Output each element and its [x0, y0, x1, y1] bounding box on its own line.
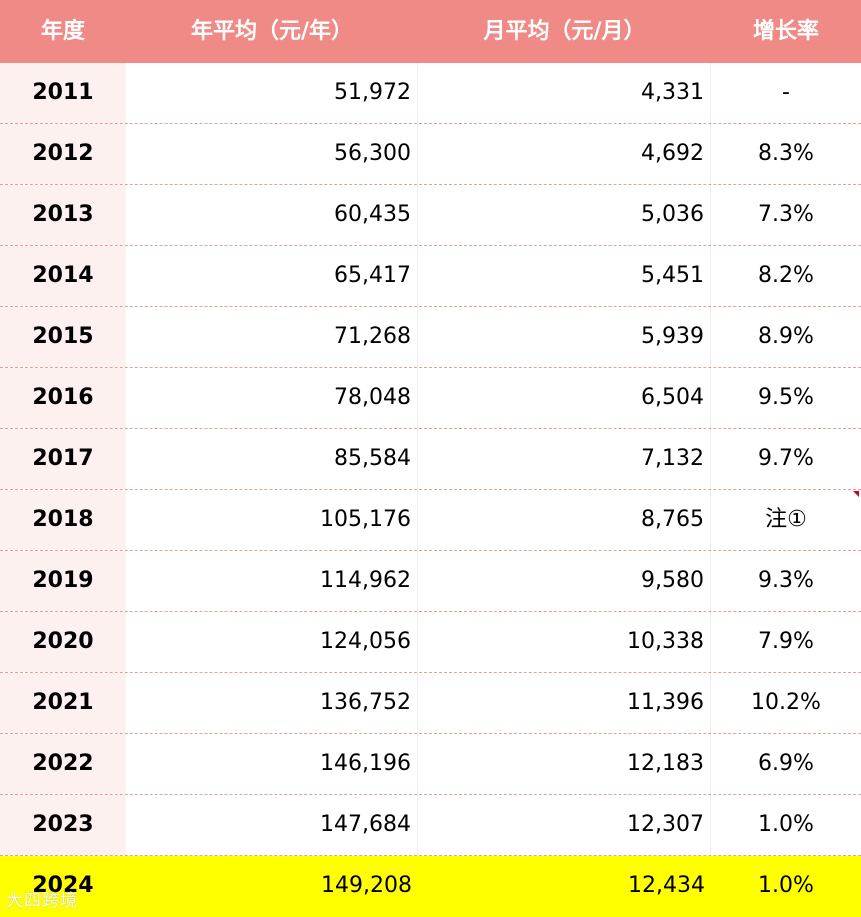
table-row: 2018 105,176 8,765 注① [0, 490, 861, 551]
cell-year[interactable]: 2022 [0, 734, 126, 794]
cell-year[interactable]: 2020 [0, 612, 126, 672]
cell-growth[interactable]: 9.3% [758, 568, 814, 593]
cell-annual[interactable]: 65,417 [126, 246, 418, 306]
cell-annual[interactable]: 146,196 [126, 734, 418, 794]
header-growth-rate[interactable]: 增长率 [752, 19, 819, 44]
cell-annual[interactable]: 60,435 [126, 185, 418, 245]
cell-year[interactable]: 2011 [0, 63, 126, 123]
cell-monthly[interactable]: 5,036 [418, 185, 711, 245]
cell-monthly[interactable]: 8,765 [418, 490, 711, 550]
table-row-highlighted: 2024 149,208 12,434 1.0% [0, 856, 861, 917]
table-row: 2016 78,048 6,504 9.5% [0, 368, 861, 429]
table-row: 2012 56,300 4,692 8.3% [0, 124, 861, 185]
header-monthly-average[interactable]: 月平均（元/月） [483, 19, 646, 44]
comment-indicator-icon[interactable] [853, 491, 859, 497]
cell-growth[interactable]: 7.9% [758, 629, 814, 654]
cell-monthly[interactable]: 12,183 [418, 734, 711, 794]
cell-year[interactable]: 2016 [0, 368, 126, 428]
cell-monthly[interactable]: 7,132 [418, 429, 711, 489]
cell-year[interactable]: 2019 [0, 551, 126, 611]
cell-growth[interactable]: 6.9% [758, 751, 814, 776]
cell-growth[interactable]: 8.9% [758, 324, 814, 349]
table-row: 2013 60,435 5,036 7.3% [0, 185, 861, 246]
cell-growth[interactable]: 8.2% [758, 263, 814, 288]
cell-year[interactable]: 2024 [0, 856, 126, 916]
cell-growth[interactable]: 9.7% [758, 446, 814, 471]
cell-growth-text: 注① [765, 507, 807, 532]
table-header: 年度 年平均（元/年） 月平均（元/月） 增长率 [0, 0, 861, 63]
cell-year[interactable]: 2012 [0, 124, 126, 184]
table-row: 2022 146,196 12,183 6.9% [0, 734, 861, 795]
cell-annual[interactable]: 114,962 [126, 551, 418, 611]
table-row: 2011 51,972 4,331 - [0, 63, 861, 124]
cell-growth-with-note[interactable]: 注① [711, 490, 861, 550]
cell-monthly[interactable]: 5,451 [418, 246, 711, 306]
cell-year[interactable]: 2018 [0, 490, 126, 550]
cell-monthly[interactable]: 6,504 [418, 368, 711, 428]
cell-year[interactable]: 2013 [0, 185, 126, 245]
cell-annual[interactable]: 71,268 [126, 307, 418, 367]
header-annual-average[interactable]: 年平均（元/年） [190, 19, 354, 44]
cell-monthly[interactable]: 5,939 [418, 307, 711, 367]
cell-annual[interactable]: 149,208 [321, 873, 412, 898]
cell-growth[interactable]: 8.3% [758, 141, 814, 166]
table-row: 2015 71,268 5,939 8.9% [0, 307, 861, 368]
cell-monthly[interactable]: 4,692 [418, 124, 711, 184]
cell-monthly[interactable]: 12,307 [418, 795, 711, 855]
cell-growth[interactable]: 1.0% [758, 812, 814, 837]
cell-monthly[interactable]: 4,331 [418, 63, 711, 123]
cell-growth[interactable]: 7.3% [758, 202, 814, 227]
header-year[interactable]: 年度 [40, 19, 85, 44]
table-row: 2023 147,684 12,307 1.0% [0, 795, 861, 856]
watermark: 大四跨境 [6, 891, 78, 911]
cell-annual[interactable]: 51,972 [126, 63, 418, 123]
cell-monthly[interactable]: 10,338 [418, 612, 711, 672]
cell-annual[interactable]: 136,752 [126, 673, 418, 733]
cell-growth[interactable]: - [782, 80, 790, 105]
cell-year[interactable]: 2014 [0, 246, 126, 306]
table-row: 2021 136,752 11,396 10.2% [0, 673, 861, 734]
cell-annual[interactable]: 56,300 [126, 124, 418, 184]
cell-monthly[interactable]: 11,396 [418, 673, 711, 733]
cell-monthly[interactable]: 9,580 [418, 551, 711, 611]
table-row: 2017 85,584 7,132 9.7% [0, 429, 861, 490]
cell-annual[interactable]: 147,684 [126, 795, 418, 855]
cell-year[interactable]: 2015 [0, 307, 126, 367]
table-row: 2019 114,962 9,580 9.3% [0, 551, 861, 612]
table-row: 2014 65,417 5,451 8.2% [0, 246, 861, 307]
cell-annual[interactable]: 124,056 [126, 612, 418, 672]
cell-growth[interactable]: 1.0% [758, 873, 814, 898]
cell-growth[interactable]: 9.5% [758, 385, 814, 410]
cell-annual[interactable]: 85,584 [126, 429, 418, 489]
table-row: 2020 124,056 10,338 7.9% [0, 612, 861, 673]
cell-year[interactable]: 2023 [0, 795, 126, 855]
cell-monthly[interactable]: 12,434 [628, 873, 705, 898]
cell-year[interactable]: 2021 [0, 673, 126, 733]
cell-annual[interactable]: 105,176 [126, 490, 418, 550]
cell-growth[interactable]: 10.2% [751, 690, 821, 715]
cell-year[interactable]: 2017 [0, 429, 126, 489]
cell-annual[interactable]: 78,048 [126, 368, 418, 428]
